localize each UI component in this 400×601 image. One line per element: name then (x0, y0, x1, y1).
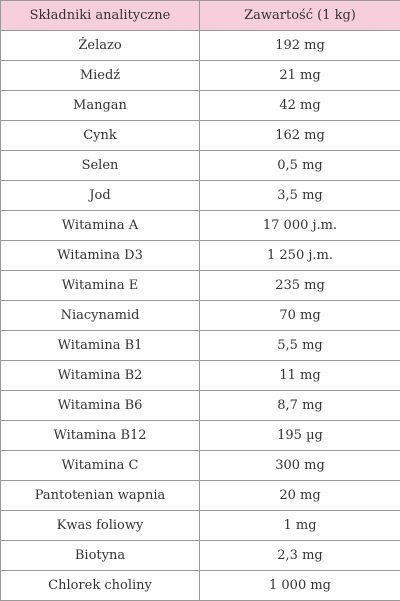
content-cell: 21 mg (200, 61, 400, 91)
content-cell: 192 mg (200, 31, 400, 61)
ingredient-cell: Witamina B12 (1, 421, 200, 451)
column-header-content: Zawartość (1 kg) (200, 1, 400, 31)
content-cell: 1 250 j.m. (200, 241, 400, 271)
ingredient-cell: Witamina B1 (1, 331, 200, 361)
content-cell: 1 mg (200, 511, 400, 541)
ingredient-cell: Witamina E (1, 271, 200, 301)
ingredient-cell: Biotyna (1, 541, 200, 571)
content-cell: 11 mg (200, 361, 400, 391)
content-cell: 5,5 mg (200, 331, 400, 361)
ingredient-cell: Witamina B2 (1, 361, 200, 391)
content-cell: 195 µg (200, 421, 400, 451)
ingredient-cell: Pantotenian wapnia (1, 481, 200, 511)
content-cell: 2,3 mg (200, 541, 400, 571)
ingredient-cell: Mangan (1, 91, 200, 121)
content-cell: 1 000 mg (200, 571, 400, 601)
ingredient-cell: Niacynamid (1, 301, 200, 331)
content-cell: 20 mg (200, 481, 400, 511)
content-cell: 300 mg (200, 451, 400, 481)
ingredient-cell: Selen (1, 151, 200, 181)
ingredient-cell: Kwas foliowy (1, 511, 200, 541)
content-cell: 8,7 mg (200, 391, 400, 421)
table-header-row: Składniki analityczne Zawartość (1 kg) (1, 1, 400, 31)
ingredient-cell: Miedź (1, 61, 200, 91)
content-cell: 70 mg (200, 301, 400, 331)
ingredient-cell: Żelazo (1, 31, 200, 61)
content-cell: 162 mg (200, 121, 400, 151)
content-cell: 235 mg (200, 271, 400, 301)
column-header-ingredient: Składniki analityczne (1, 1, 200, 31)
ingredient-cell: Witamina D3 (1, 241, 200, 271)
ingredient-cell: Witamina A (1, 211, 200, 241)
content-cell: 42 mg (200, 91, 400, 121)
ingredient-cell: Witamina C (1, 451, 200, 481)
content-cell: 3,5 mg (200, 181, 400, 211)
ingredient-cell: Chlorek choliny (1, 571, 200, 601)
content-cell: 17 000 j.m. (200, 211, 400, 241)
ingredient-cell: Jod (1, 181, 200, 211)
content-cell: 0,5 mg (200, 151, 400, 181)
ingredient-cell: Witamina B6 (1, 391, 200, 421)
ingredient-cell: Cynk (1, 121, 200, 151)
